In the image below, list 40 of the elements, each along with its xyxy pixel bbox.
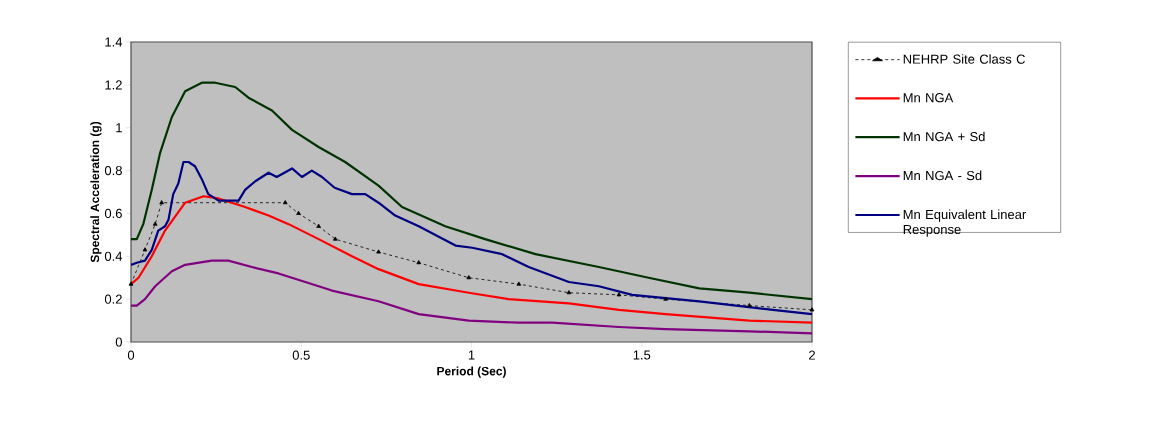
point — [616, 292, 622, 297]
point — [466, 275, 472, 280]
y-tick-label: 1 — [116, 123, 122, 133]
y-tick-label: 0.8 — [104, 165, 122, 176]
point — [128, 281, 134, 286]
line-series — [131, 160, 813, 316]
point — [333, 236, 338, 241]
point — [376, 249, 381, 254]
legend-label: Mn NGA + Sd — [903, 131, 985, 142]
y-axis-title: Spectral Acceleration (g) — [90, 121, 102, 263]
point — [316, 223, 321, 228]
x-tick-label: 0.5 — [292, 350, 310, 360]
legend-label: Mn NGA — [903, 93, 954, 103]
y-tick-label: 1.2 — [105, 80, 122, 90]
x-axis-title: Period (Sec) — [437, 366, 506, 378]
point — [296, 210, 301, 215]
y-tick-label: 0.4 — [104, 251, 123, 261]
point — [142, 247, 148, 252]
x-tick-label: 1 — [468, 350, 475, 360]
point — [809, 307, 815, 312]
legend-label: Mn Equivalent Linear Response — [903, 209, 1027, 237]
legend-label: Mn NGA - Sd — [903, 170, 982, 181]
point — [566, 290, 572, 295]
legend-label: NEHRP Site Class C — [903, 54, 1025, 64]
point — [152, 221, 158, 226]
point — [516, 281, 522, 286]
line-series — [131, 259, 813, 335]
x-tick-label: 1.5 — [633, 350, 651, 360]
line-series — [131, 81, 813, 301]
point — [663, 296, 668, 301]
y-tick-label: 1.4 — [105, 37, 123, 47]
y-tick-label: 0.6 — [104, 208, 122, 219]
x-tick-label: 2 — [809, 350, 815, 360]
point — [159, 200, 164, 205]
point — [282, 200, 288, 205]
point — [747, 302, 752, 308]
point — [416, 260, 422, 265]
y-tick-label: 0 — [115, 337, 122, 347]
y-tick-label: 0.2 — [104, 294, 122, 304]
x-tick-label: 0 — [127, 350, 135, 360]
